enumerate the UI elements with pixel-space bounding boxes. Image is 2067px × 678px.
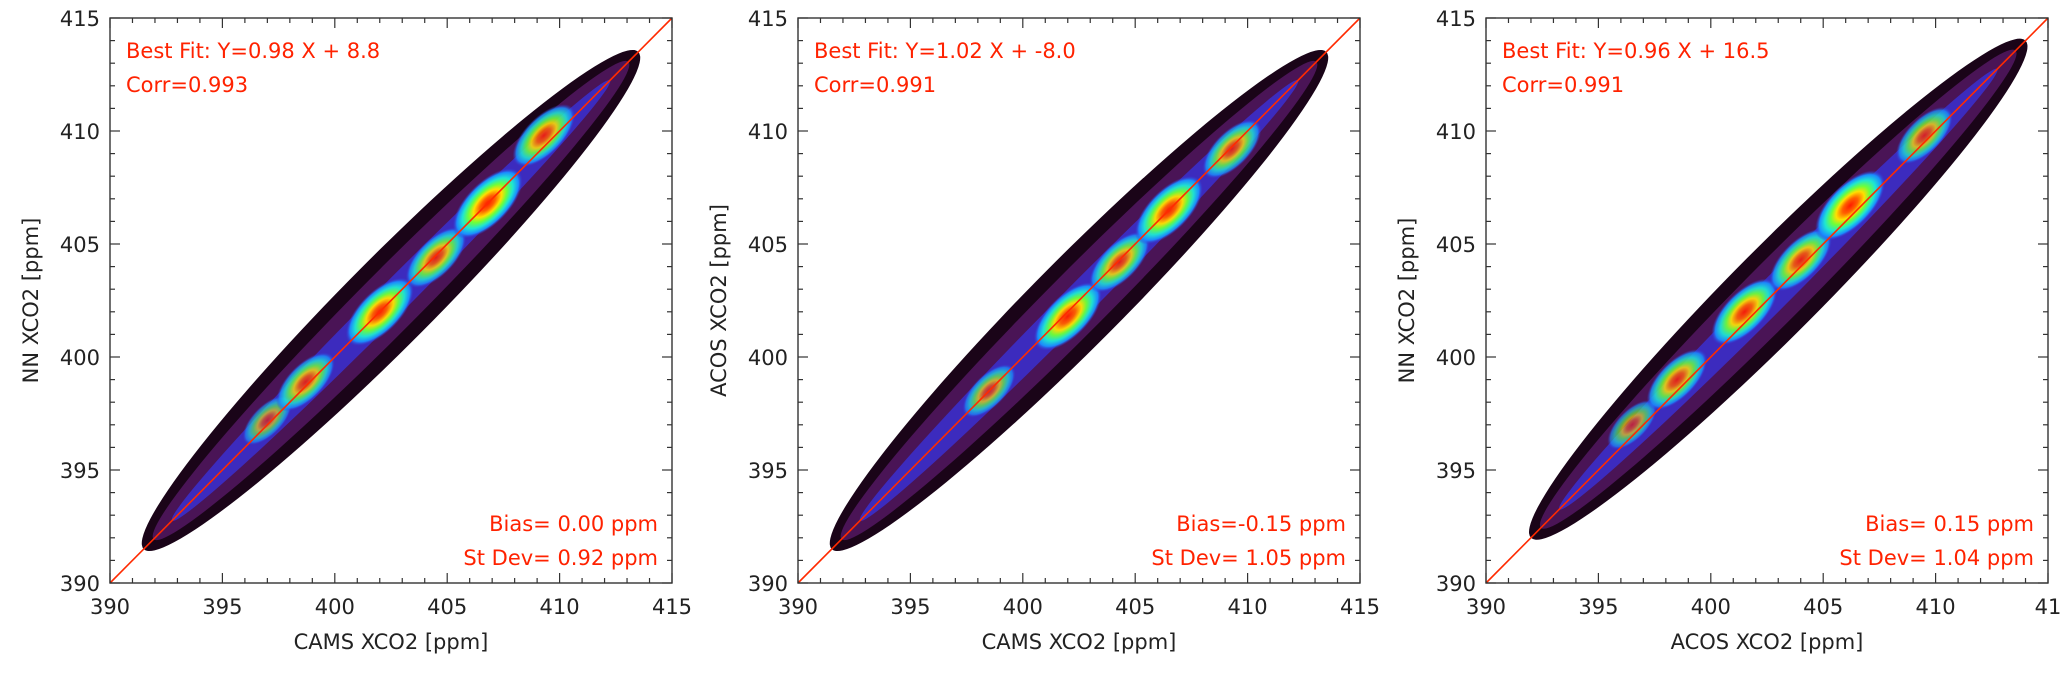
stdev-label: St Dev= 1.05 ppm [1151,546,1346,570]
density-peak [1815,170,1886,241]
one-to-one-line [1485,17,2049,584]
panel-1: 390 395 400 405 410 415 390 395 400 405 410 415 Be… [19,7,692,654]
one-to-one-line [797,17,1361,584]
y-tick-label: 390 [60,572,100,596]
y-tick-label: 405 [1436,233,1476,257]
y-tick-label: 405 [60,233,100,257]
correlation-label: Corr=0.991 [814,73,936,97]
best-fit-label: Best Fit: Y=1.02 X + -8.0 [814,39,1076,63]
density-peak [512,104,576,167]
density-peak [1033,282,1102,351]
y-tick-label: 390 [748,572,788,596]
y-axis-label: NN XCO2 [ppm] [1395,218,1419,384]
x-axis-label: ACOS XCO2 [ppm] [1671,630,1864,654]
y-tick-label: 395 [60,459,100,483]
y-tick-label: 395 [748,459,788,483]
x-axis-ticks: 390 395 400 405 410 41 [1466,18,2061,619]
x-axis-ticks: 390 395 400 405 410 415 [90,18,692,619]
y-tick-label: 415 [60,7,100,31]
x-tick-label: 410 [1228,595,1268,619]
y-tick-label: 410 [60,120,100,144]
y-axis-label: NN XCO2 [ppm] [19,218,43,384]
best-fit-label: Best Fit: Y=0.98 X + 8.8 [126,39,380,63]
x-axis-label: CAMS XCO2 [ppm] [294,630,489,654]
x-tick-label: 415 [652,595,692,619]
y-tick-label: 400 [60,346,100,370]
y-tick-label: 400 [1436,346,1476,370]
y-tick-label: 395 [1436,459,1476,483]
x-tick-label: 400 [1003,595,1043,619]
y-axis-ticks: 390 395 400 405 410 415 [748,7,1360,596]
x-tick-label: 405 [427,595,467,619]
y-tick-label: 410 [1436,120,1476,144]
x-axis-label: CAMS XCO2 [ppm] [982,630,1177,654]
density-peak [1895,106,1953,165]
plot-frame [797,17,1361,584]
x-tick-label: 395 [890,595,930,619]
x-tick-label: 405 [1803,595,1843,619]
correlation-label: Corr=0.991 [1502,73,1624,97]
x-tick-label: 415 [1340,595,1380,619]
y-tick-label: 415 [748,7,788,31]
density-peak [1607,399,1657,450]
y-tick-label: 390 [1436,572,1476,596]
y-tick-label: 410 [748,120,788,144]
correlation-label: Corr=0.993 [126,73,248,97]
density-peak [276,352,336,412]
y-tick-label: 415 [1436,7,1476,31]
y-axis-ticks: 390 395 400 405 410 415 [60,7,672,596]
x-tick-label: 41 [2035,595,2062,619]
bias-label: Bias=-0.15 ppm [1176,512,1346,536]
best-fit-label: Best Fit: Y=0.96 X + 16.5 [1502,39,1770,63]
x-tick-label: 410 [1916,595,1956,619]
stdev-label: St Dev= 1.04 ppm [1839,546,2034,570]
density-peak [1646,349,1708,411]
density-peak [1202,119,1262,179]
density-peak [1089,231,1150,293]
x-tick-label: 390 [90,595,130,619]
panel-2: 390 395 400 405 410 415 390 395 400 405 410 415 Be… [707,7,1380,654]
x-tick-label: 400 [315,595,355,619]
density-peak [1769,228,1833,292]
x-tick-label: 405 [1115,595,1155,619]
panel-3: 390 395 400 405 410 41 390 395 400 405 410 415 Bes… [1395,7,2061,654]
y-tick-label: 400 [748,346,788,370]
x-tick-label: 395 [1578,595,1618,619]
x-tick-label: 390 [778,595,818,619]
density-peak [1711,278,1778,346]
bias-label: Bias= 0.15 ppm [1865,512,2034,536]
x-tick-label: 390 [1466,595,1506,619]
x-tick-label: 400 [1691,595,1731,619]
one-to-one-line [109,17,673,584]
x-axis-ticks: 390 395 400 405 410 415 [778,18,1380,619]
x-tick-label: 395 [202,595,242,619]
y-axis-label: ACOS XCO2 [ppm] [707,204,731,397]
y-axis-ticks: 390 395 400 405 410 415 [1436,7,2048,596]
y-tick-label: 405 [748,233,788,257]
density-peak [405,227,467,289]
bias-label: Bias= 0.00 ppm [489,512,658,536]
plot-frame [109,17,673,584]
plot-frame [1485,17,2049,584]
x-tick-label: 410 [540,595,580,619]
stdev-label: St Dev= 0.92 ppm [463,546,658,570]
